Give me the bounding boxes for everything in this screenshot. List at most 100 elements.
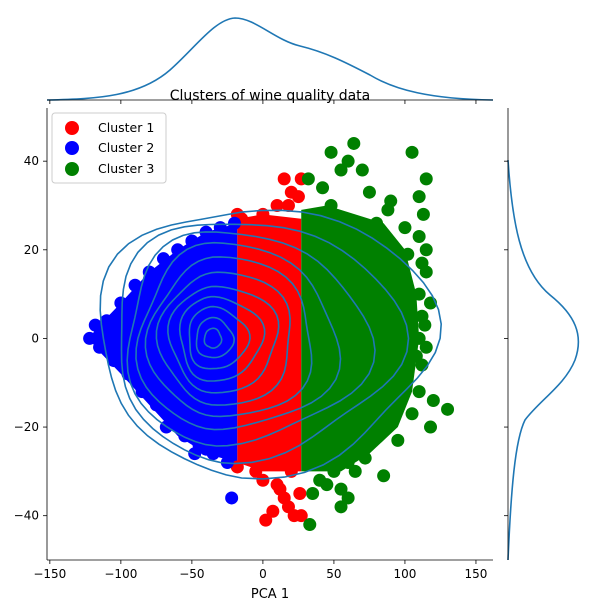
kde-contour-1 (120, 223, 410, 465)
y-tick-label: 40 (24, 154, 39, 168)
y-tick-label: 20 (24, 243, 39, 257)
point-cluster-1-15 (294, 509, 308, 523)
right-kde-curve (507, 159, 580, 561)
point-cluster-3-14 (381, 203, 395, 217)
point-cluster-3-3 (341, 154, 355, 168)
point-cluster-2-2 (100, 314, 114, 328)
point-cluster-3-49 (320, 478, 334, 492)
point-cluster-3-17 (412, 230, 426, 244)
cluster-3-dense-region (301, 205, 420, 472)
point-cluster-3-19 (401, 247, 415, 261)
point-cluster-3-39 (355, 438, 369, 452)
point-cluster-3-8 (316, 181, 330, 195)
legend: Cluster 1 Cluster 2 Cluster 3 (51, 112, 167, 184)
point-cluster-2-22 (227, 216, 241, 230)
point-cluster-1-10 (249, 464, 263, 478)
kde-contour-4 (144, 256, 313, 418)
point-cluster-3-30 (415, 358, 429, 372)
x-tick-label: 50 (326, 567, 341, 581)
point-cluster-2-21 (225, 491, 239, 505)
point-cluster-3-51 (358, 451, 372, 465)
kde-contour-9 (195, 316, 235, 359)
point-cluster-2-23 (139, 385, 153, 399)
legend-label-cluster-3: Cluster 3 (98, 161, 154, 176)
x-tick-label: 0 (259, 567, 267, 581)
x-tick-label: 150 (465, 567, 488, 581)
x-tick-label: −50 (179, 567, 204, 581)
point-cluster-3-35 (405, 407, 419, 421)
point-cluster-1-21 (273, 482, 287, 496)
point-cluster-2-7 (128, 278, 142, 292)
point-cluster-3-43 (334, 482, 348, 496)
point-cluster-3-33 (426, 393, 440, 407)
top-marginal-ticks (49, 100, 477, 104)
right-marginal-kde (504, 108, 580, 561)
point-cluster-3-40 (341, 456, 355, 470)
y-tick-label: −20 (14, 420, 39, 434)
cluster-2-dense-region (89, 223, 238, 463)
kde-contour-5 (155, 271, 291, 406)
point-cluster-2-5 (114, 296, 128, 310)
kde-contour-2 (126, 231, 376, 447)
point-cluster-1-24 (256, 473, 270, 487)
x-axis-ticks: −150 −100 −50 0 50 100 150 (33, 560, 487, 581)
legend-marker-cluster-1 (65, 121, 79, 135)
point-cluster-1-3 (270, 198, 284, 212)
legend-label-cluster-2: Cluster 2 (98, 140, 154, 155)
point-cluster-1-22 (281, 500, 295, 514)
point-cluster-2-0 (83, 331, 97, 345)
point-cluster-1-8 (263, 216, 277, 230)
point-cluster-3-44 (306, 487, 320, 501)
point-cluster-2-9 (142, 265, 156, 279)
point-cluster-3-50 (348, 464, 362, 478)
point-cluster-3-18 (419, 243, 433, 257)
point-cluster-2-1 (88, 318, 102, 332)
point-cluster-3-7 (301, 172, 315, 186)
scatter-points (83, 136, 455, 532)
point-cluster-2-26 (164, 411, 178, 425)
point-cluster-1-16 (293, 487, 307, 501)
point-cluster-2-24 (120, 309, 134, 323)
point-cluster-3-48 (377, 469, 391, 483)
point-cluster-3-22 (398, 278, 412, 292)
legend-marker-cluster-2 (65, 141, 79, 155)
point-cluster-3-34 (441, 402, 455, 416)
kde-contour-6 (167, 285, 280, 394)
point-cluster-2-11 (156, 252, 170, 266)
point-cluster-2-13 (171, 243, 185, 257)
kde-contour-8 (188, 305, 251, 370)
right-marginal-ticks (504, 160, 508, 517)
x-tick-label: −100 (104, 567, 137, 581)
point-cluster-3-31 (398, 367, 412, 381)
point-cluster-1-2 (291, 190, 305, 204)
point-cluster-2-4 (107, 354, 121, 368)
y-tick-label: −40 (14, 509, 39, 523)
point-cluster-3-13 (416, 207, 430, 221)
point-cluster-2-3 (93, 340, 107, 354)
point-cluster-3-38 (391, 433, 405, 447)
point-cluster-3-10 (412, 190, 426, 204)
x-tick-label: −150 (33, 567, 66, 581)
point-cluster-3-41 (327, 464, 341, 478)
point-cluster-3-32 (412, 385, 426, 399)
point-cluster-3-28 (419, 340, 433, 354)
point-cluster-1-11 (259, 513, 273, 527)
point-cluster-3-0 (347, 136, 361, 150)
legend-box (51, 112, 167, 184)
point-cluster-2-10 (149, 398, 163, 412)
kde-contours (99, 209, 443, 480)
top-marginal-kde (46, 17, 494, 104)
kde-contour-7 (178, 295, 266, 382)
point-cluster-1-23 (242, 447, 256, 461)
point-cluster-2-15 (185, 234, 199, 248)
x-tick-label: 100 (393, 567, 416, 581)
point-cluster-2-27 (188, 447, 202, 461)
point-cluster-3-4 (355, 163, 369, 177)
point-cluster-1-12 (266, 504, 280, 518)
point-cluster-2-14 (178, 429, 192, 443)
x-axis-label: PCA 1 (251, 587, 289, 600)
point-cluster-3-36 (424, 420, 438, 434)
kde-contour-3 (135, 241, 342, 431)
point-cluster-2-28 (199, 442, 213, 456)
